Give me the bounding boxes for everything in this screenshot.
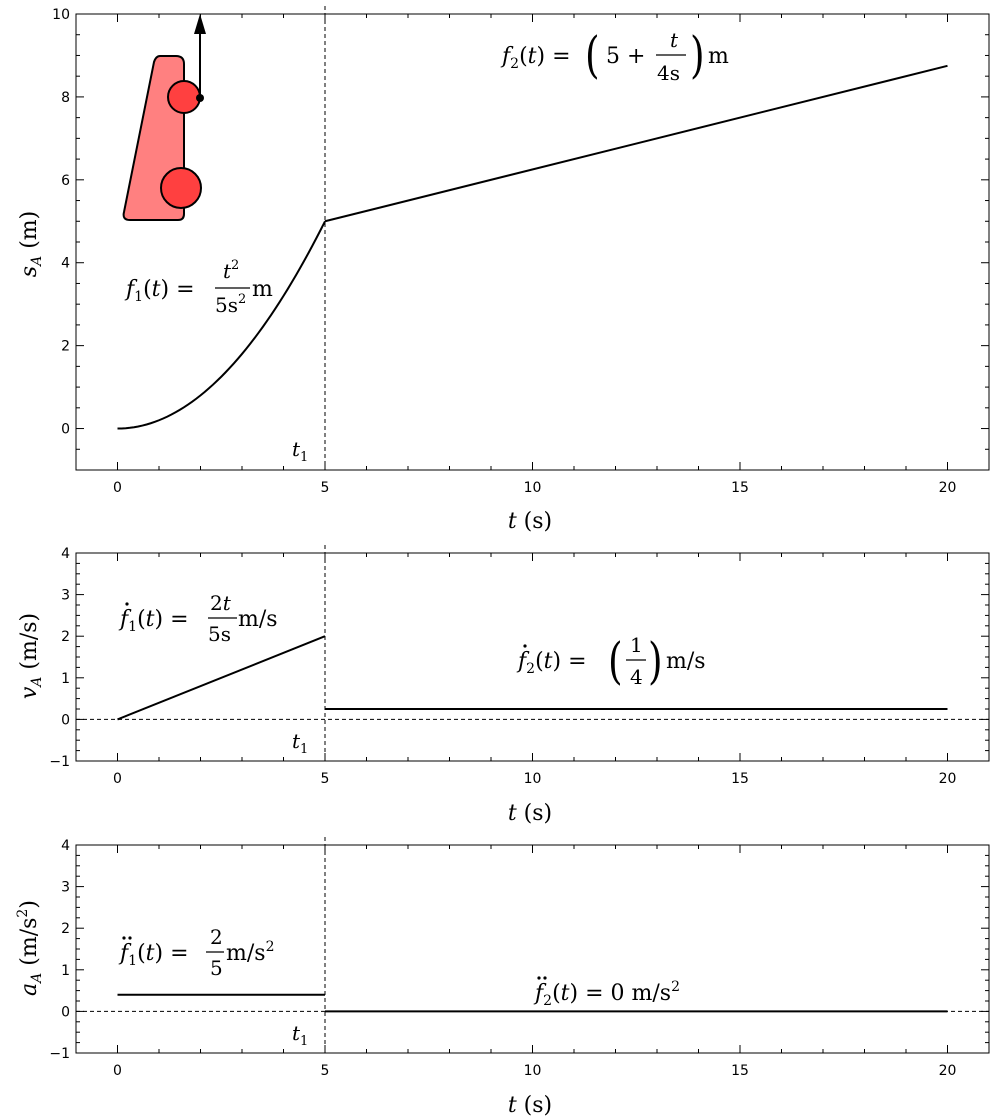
y-tick-label: 1: [61, 963, 70, 979]
f1-ddot-formula: f1(t) = 2 5 m/s2: [118, 925, 275, 980]
position-frame: [75, 13, 990, 471]
f2-ddot-formula: f2(t) = 0 m/s2: [533, 976, 680, 1009]
position-t1-label: t1: [292, 437, 308, 465]
car-icon: [122, 14, 206, 221]
y-tick-label: 8: [61, 90, 70, 106]
position-xlabel: t (s): [508, 509, 552, 534]
acceleration-panel: 0 5 10 15 20 −1 0 1 2 3 4 aA (m/s2) t (s) t1 f1(t)…: [15, 837, 990, 1118]
x-tick-label: 20: [939, 1063, 957, 1079]
x-tick-label: 0: [113, 480, 122, 496]
y-tick-label: 0: [61, 712, 70, 728]
f1-dot-formula: f1(t) = 2t 5s m/s: [118, 591, 278, 646]
svg-text:4s: 4s: [657, 61, 680, 85]
svg-text:m: m: [252, 277, 273, 302]
svg-text:5: 5: [210, 956, 223, 980]
velocity-panel: 0 5 10 15 20 −1 0 1 2 3 4 vA (m/s) t (s) t1 f1(t) …: [17, 545, 990, 826]
y-tick-label: 6: [61, 173, 70, 189]
acceleration-xlabel: t (s): [508, 1093, 552, 1118]
y-tick-label: −1: [49, 1046, 70, 1062]
svg-text:t: t: [670, 28, 679, 52]
velocity-ylabel: vA (m/s): [17, 613, 45, 699]
direction-arrow-head: [194, 14, 206, 34]
svg-text:f2(t) =: f2(t) =: [500, 44, 571, 72]
y-tick-label: 2: [61, 629, 70, 645]
y-tick-label: −1: [49, 754, 70, 770]
svg-text:2t: 2t: [210, 591, 232, 615]
svg-text:1: 1: [630, 633, 643, 657]
svg-text:5s: 5s: [208, 622, 231, 646]
y-tick-label: 3: [61, 588, 70, 604]
x-tick-label: 10: [524, 480, 542, 496]
svg-text:5 +: 5 +: [606, 44, 645, 69]
svg-text:m: m: [708, 44, 729, 69]
x-tick-label: 5: [321, 771, 330, 787]
svg-text:): ): [648, 633, 663, 691]
y-tick-label: 0: [61, 422, 70, 438]
f1-formula: f1(t) = t2 5s2 m: [124, 258, 273, 317]
y-tick-label: 2: [61, 339, 70, 355]
y-tick-label: 1: [61, 671, 70, 687]
x-tick-label: 10: [524, 771, 542, 787]
svg-text:f2(t) = 0 m/s2: f2(t) = 0 m/s2: [533, 979, 680, 1009]
svg-text:t2: t2: [223, 258, 239, 283]
svg-text:f2(t) =: f2(t) =: [516, 649, 587, 677]
x-tick-label: 20: [939, 771, 957, 787]
y-tick-label: 3: [61, 880, 70, 896]
x-tick-label: 10: [524, 1063, 542, 1079]
velocity-t1-label: t1: [292, 729, 308, 757]
car-wheel-front: [167, 80, 201, 114]
svg-text:m/s: m/s: [666, 649, 706, 674]
acceleration-t1-label: t1: [292, 1021, 308, 1049]
velocity-frame: [75, 552, 990, 762]
svg-text:f1(t) =: f1(t) =: [118, 941, 189, 969]
x-tick-label: 0: [113, 1063, 122, 1079]
acceleration-ylabel: aA (m/s2): [15, 900, 45, 996]
x-tick-label: 15: [731, 480, 749, 496]
svg-text:2: 2: [210, 925, 223, 949]
svg-text:): ): [690, 27, 705, 85]
y-tick-label: 4: [61, 256, 70, 272]
svg-text:f1(t) =: f1(t) =: [124, 277, 195, 305]
svg-text:4: 4: [630, 665, 643, 689]
y-tick-label: 0: [61, 1004, 70, 1020]
x-tick-label: 15: [731, 1063, 749, 1079]
f2-dot-formula: f2(t) = ( 1 4 ) m/s: [516, 633, 706, 691]
position-segment-1: [117, 220, 326, 430]
velocity-xlabel: t (s): [508, 801, 552, 826]
svg-text:m/s: m/s: [238, 607, 278, 632]
x-tick-label: 5: [321, 1063, 330, 1079]
x-tick-label: 15: [731, 771, 749, 787]
svg-text:(: (: [608, 633, 623, 691]
position-panel: 0 5 10 15 20 0 2 4 6 8 10 sA (m) t (s) t1 f1(t) = …: [17, 6, 990, 534]
x-tick-label: 0: [113, 771, 122, 787]
position-segment-2: [324, 64, 948, 223]
svg-text:m/s2: m/s2: [226, 939, 275, 966]
y-tick-label: 2: [61, 921, 70, 937]
f2-formula: f2(t) = ( 5 + t 4s ) m: [500, 27, 729, 85]
y-tick-label: 10: [52, 7, 70, 23]
y-tick-label: 4: [61, 546, 70, 562]
x-tick-label: 20: [939, 480, 957, 496]
velocity-segment-1: [117, 635, 326, 721]
position-ylabel: sA (m): [17, 211, 45, 277]
svg-text:f1(t) =: f1(t) =: [118, 607, 189, 635]
acceleration-frame: [75, 844, 990, 1054]
car-wheel-rear: [160, 167, 202, 209]
reference-point: [196, 94, 204, 102]
y-tick-label: 4: [61, 838, 70, 854]
svg-text:5s2: 5s2: [215, 292, 246, 317]
svg-text:(: (: [585, 27, 600, 85]
x-tick-label: 5: [321, 480, 330, 496]
